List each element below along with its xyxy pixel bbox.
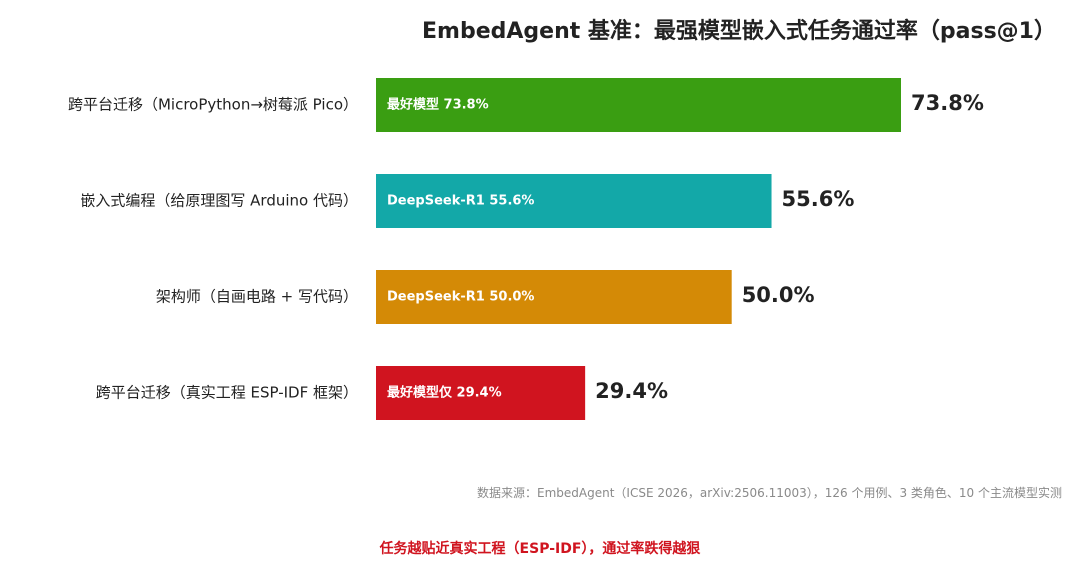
takeaway-note: 任务越贴近真实工程（ESP-IDF），通过率跌得越狠 [379, 541, 701, 557]
value-label: 50.0% [742, 283, 815, 307]
bar-inner-label: 最好模型仅 29.4% [387, 385, 502, 401]
value-label: 29.4% [595, 379, 668, 403]
bar [376, 78, 901, 132]
bar-inner-label: DeepSeek-R1 55.6% [387, 194, 534, 209]
bar-inner-label: DeepSeek-R1 50.0% [387, 290, 534, 305]
bar [376, 174, 772, 228]
category-label: 嵌入式编程（给原理图写 Arduino 代码） [80, 192, 358, 210]
category-label: 架构师（自画电路 + 写代码） [156, 288, 358, 306]
category-label: 跨平台迁移（真实工程 ESP-IDF 框架） [96, 384, 358, 402]
category-label: 跨平台迁移（MicroPython→树莓派 Pico） [68, 96, 358, 114]
bar [376, 270, 732, 324]
source-note: 数据来源：EmbedAgent（ICSE 2026，arXiv:2506.110… [477, 486, 1062, 500]
value-label: 55.6% [782, 187, 855, 211]
bar [376, 366, 586, 420]
bar-inner-label: 最好模型 73.8% [387, 97, 489, 113]
value-label: 73.8% [911, 91, 984, 115]
chart-title: EmbedAgent 基准：最强模型嵌入式任务通过率（pass@1） [422, 19, 1056, 44]
bar-chart: 跨平台迁移（MicroPython→树莓派 Pico） 最好模型 73.8% 73.… [68, 78, 984, 420]
